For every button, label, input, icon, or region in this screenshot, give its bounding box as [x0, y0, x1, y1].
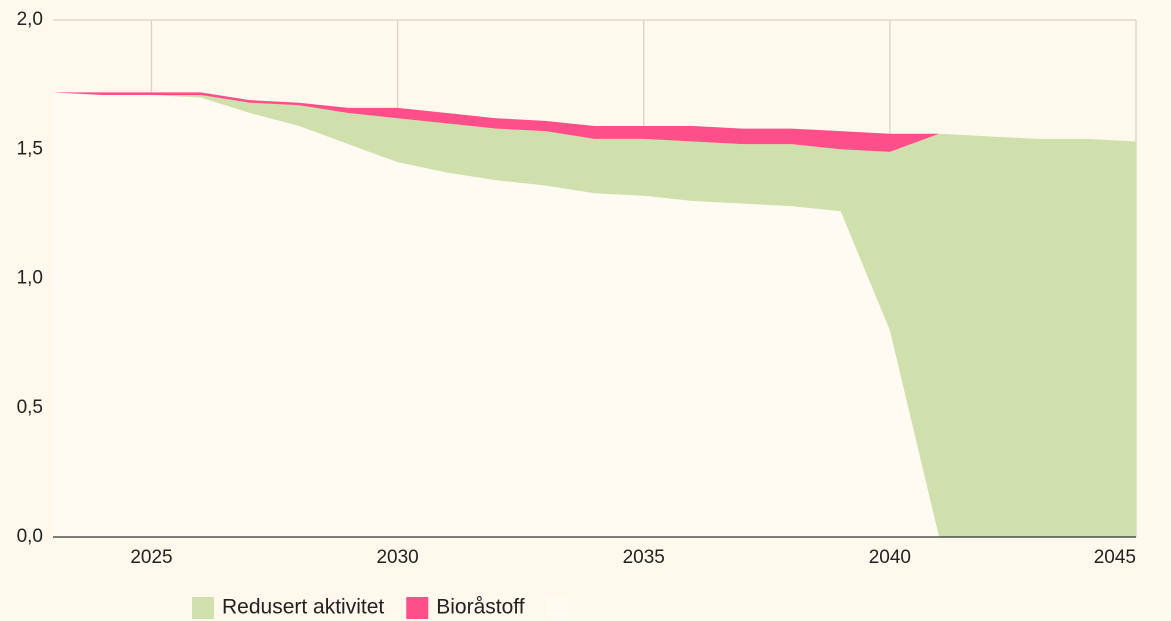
- area: [53, 92, 1136, 537]
- area: [53, 92, 1136, 152]
- y-tick-label: 1,0: [17, 268, 43, 289]
- x-tick-label: 2045: [1094, 547, 1136, 568]
- x-tick-label: 2025: [130, 547, 172, 568]
- y-tick-label: 0,5: [17, 397, 43, 418]
- legend-label: Redusert aktivitet: [222, 596, 384, 619]
- y-tick-label: 1,5: [17, 138, 43, 159]
- legend-swatch: [192, 597, 214, 619]
- y-tick-label: 0,0: [17, 526, 43, 547]
- legend-swatch: [406, 597, 429, 619]
- legend-label: Bioråstoff: [436, 596, 524, 619]
- y-tick-label: 2,0: [17, 9, 43, 30]
- legend-swatch: [546, 597, 569, 619]
- x-tick-label: 2030: [376, 547, 418, 568]
- x-tick-label: 2035: [623, 547, 665, 568]
- x-tick-label: 2040: [869, 547, 911, 568]
- area: [53, 92, 1136, 537]
